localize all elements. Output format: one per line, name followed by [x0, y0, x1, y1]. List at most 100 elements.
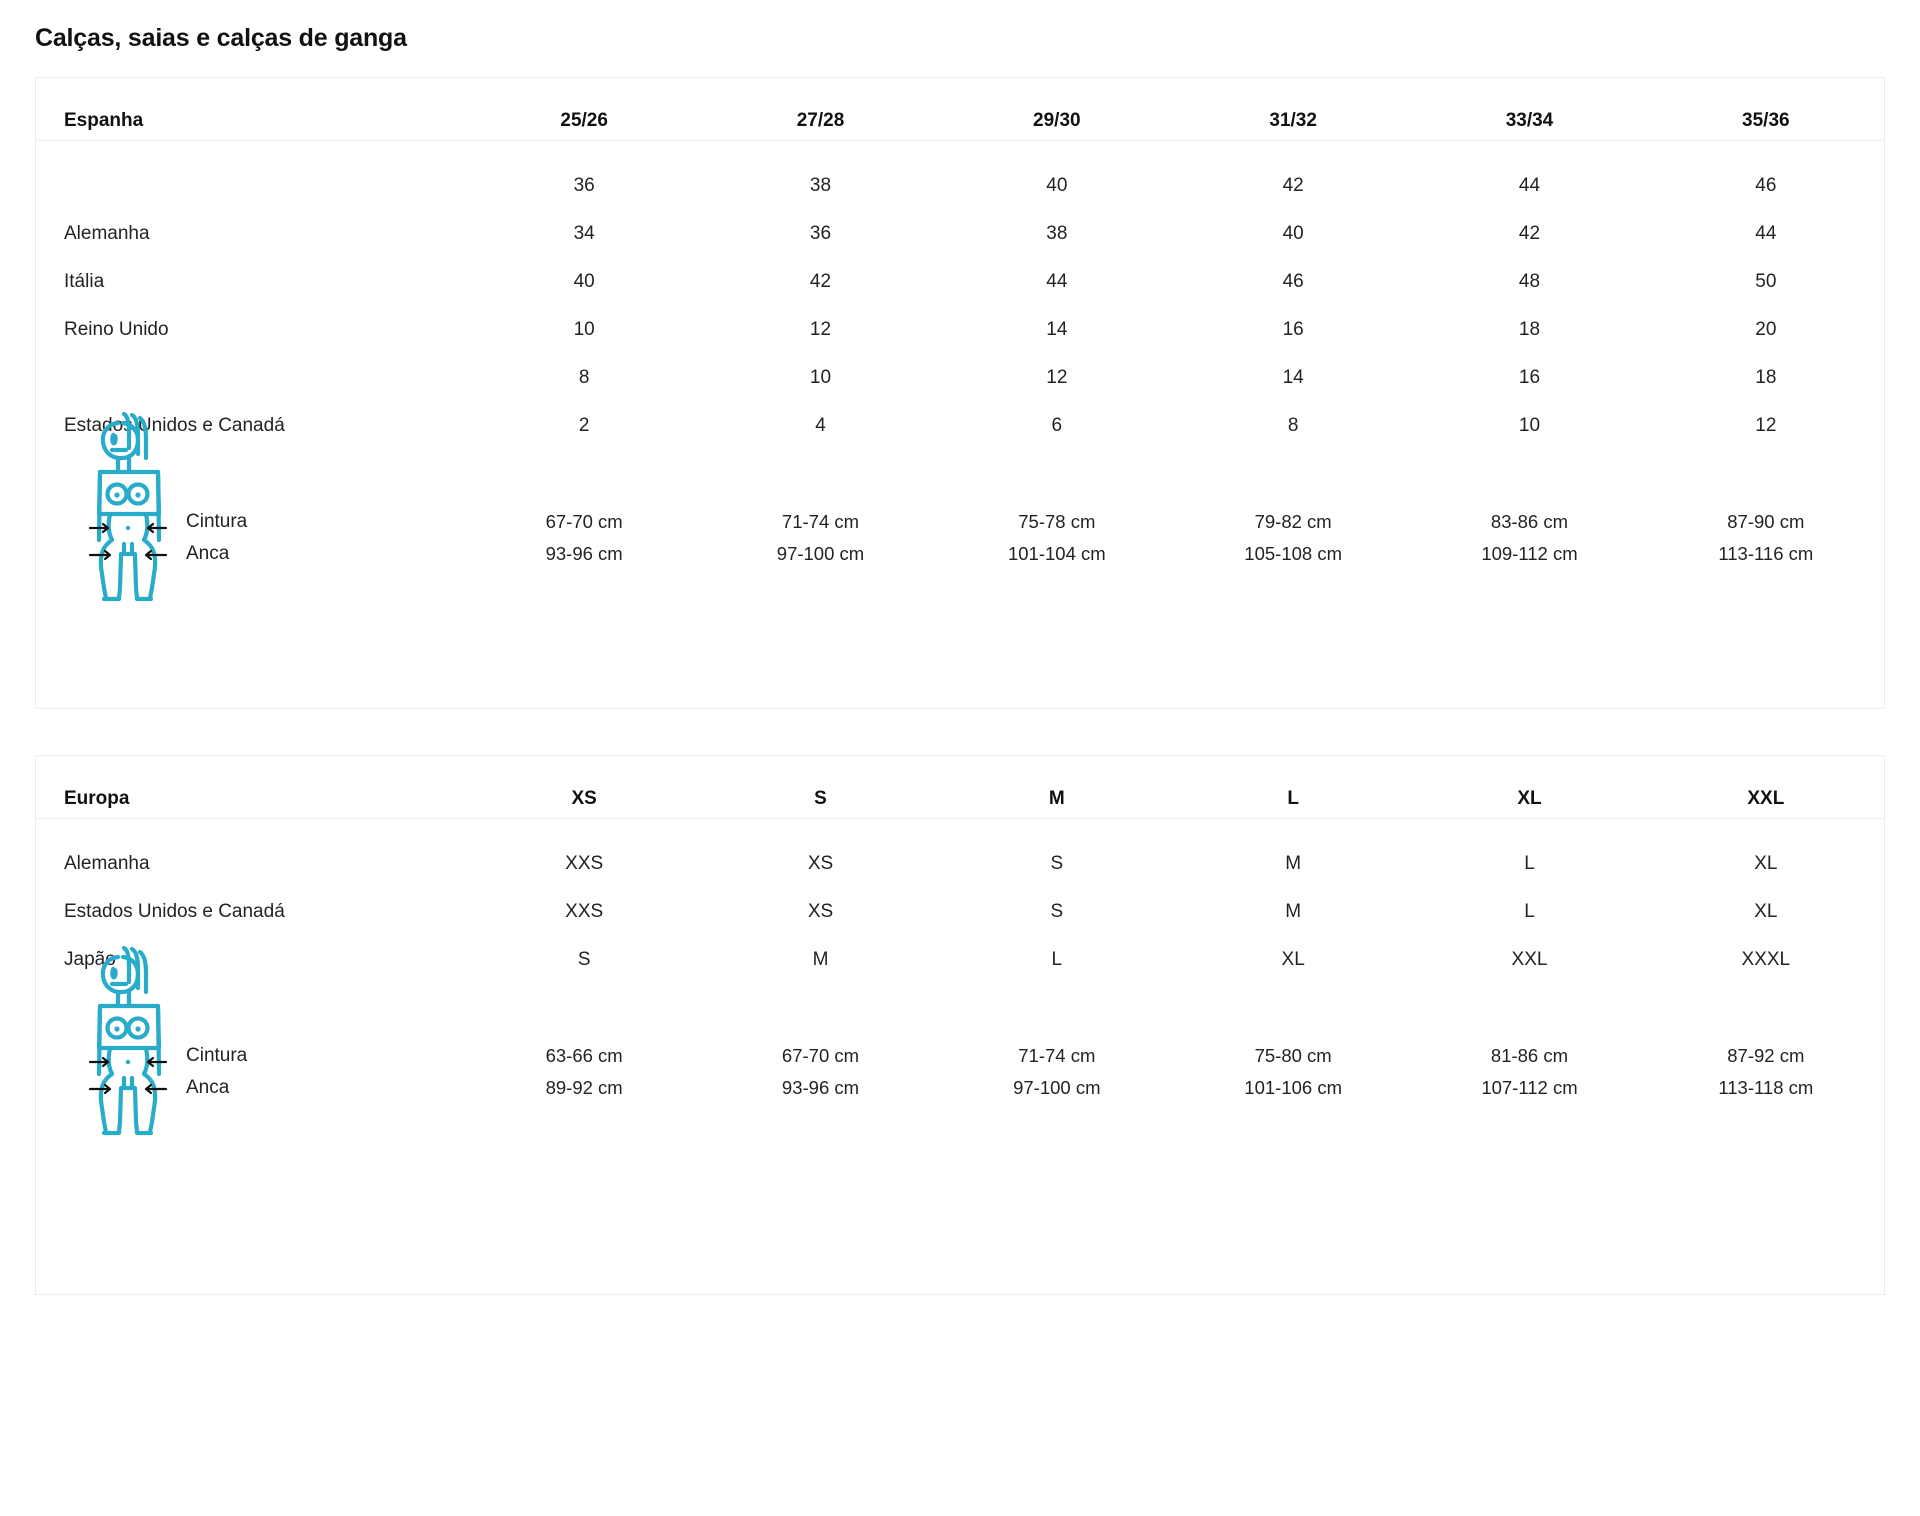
cell: L — [1524, 853, 1535, 874]
header-size-0: 25/26 — [560, 109, 608, 131]
measurement-section-europe: Cintura 63-66 cm 67-70 cm 71-74 cm 75-80… — [36, 945, 1884, 1136]
cell: 10 — [1518, 415, 1541, 436]
header-size-1: S — [814, 787, 827, 809]
cell: 75-80 cm — [1254, 1045, 1332, 1066]
cell: 97-100 cm — [776, 543, 865, 564]
cell: XXL — [1511, 949, 1548, 970]
cell: 8 — [1287, 415, 1299, 436]
header-size-2: M — [1048, 787, 1065, 809]
row-label: Alemanha — [64, 223, 150, 244]
cell: XS — [807, 901, 834, 922]
header-region-label: Espanha — [64, 109, 144, 131]
measurement-label-waist: Cintura — [186, 511, 248, 532]
cell: XL — [1754, 901, 1778, 922]
table-row: Estados Unidos e Canadá XXS XS S M L XL — [36, 888, 1884, 936]
cell: 16 — [1518, 367, 1541, 388]
table-row: 36 38 40 42 44 46 — [36, 162, 1884, 210]
header-size-1: 27/28 — [796, 109, 845, 131]
cell: 113-118 cm — [1718, 1077, 1814, 1098]
header-size-0: XS — [571, 787, 597, 809]
size-table-card-europe: Europa XS S M L XL XXL Alemanha XXS XS S… — [35, 755, 1885, 1295]
cell: 36 — [809, 223, 832, 244]
cell: 40 — [1046, 175, 1068, 196]
size-table-card-spain: Espanha 25/26 27/28 29/30 31/32 33/34 35… — [35, 77, 1885, 709]
cell: 87-92 cm — [1727, 1045, 1805, 1066]
cell: 18 — [1518, 319, 1541, 340]
cell: M — [1285, 853, 1302, 874]
cell: 12 — [1046, 367, 1068, 388]
cell: 4 — [815, 415, 826, 436]
size-table-spain: Espanha 25/26 27/28 29/30 31/32 33/34 35… — [36, 78, 1884, 450]
cell: 18 — [1755, 367, 1777, 388]
cell: 12 — [809, 319, 832, 340]
cell: 14 — [1046, 319, 1068, 340]
cell: 36 — [573, 175, 595, 196]
cell: XXS — [565, 853, 604, 874]
cell: 44 — [1046, 271, 1068, 292]
header-size-2: 29/30 — [1033, 109, 1081, 131]
cell: 14 — [1282, 367, 1304, 388]
cell: 97-100 cm — [1013, 1077, 1101, 1098]
cell: 16 — [1282, 319, 1304, 340]
row-label: Itália — [64, 271, 105, 292]
header-size-5: XXL — [1747, 787, 1785, 809]
table-body: Alemanha XXS XS S M L XL Estados Unidos … — [36, 818, 1884, 984]
cell: 50 — [1755, 271, 1777, 292]
cell: XL — [1281, 949, 1305, 970]
cell: 10 — [573, 319, 595, 340]
cell: 42 — [809, 271, 832, 292]
measurement-label-waist: Cintura — [186, 1045, 248, 1066]
header-size-3: L — [1287, 787, 1299, 809]
table-header: Espanha 25/26 27/28 29/30 31/32 33/34 35… — [36, 78, 1884, 140]
measurement-label-hip: Anca — [186, 1077, 230, 1098]
measurement-row-waist: Cintura 63-66 cm 67-70 cm 71-74 cm 75-80… — [36, 1040, 1884, 1072]
cell: 87-90 cm — [1727, 511, 1805, 532]
header-size-4: 33/34 — [1505, 109, 1554, 131]
table-row: 8 10 12 14 16 18 — [36, 354, 1884, 402]
cell: 20 — [1755, 319, 1777, 340]
cell: 10 — [809, 367, 832, 388]
cell: S — [1050, 853, 1064, 874]
cell: 6 — [1051, 415, 1063, 436]
cell: 89-92 cm — [545, 1077, 623, 1098]
cell: 101-106 cm — [1244, 1077, 1342, 1098]
row-label: Alemanha — [64, 853, 150, 874]
cell: 67-70 cm — [545, 511, 623, 532]
cell: XS — [807, 853, 834, 874]
section-spacer — [36, 450, 1884, 506]
table-row: Alemanha 34 36 38 40 42 44 — [36, 210, 1884, 258]
cell: 2 — [578, 415, 590, 436]
cell: 8 — [578, 367, 590, 388]
cell: 12 — [1755, 415, 1777, 436]
measurement-table-spain: Cintura 67-70 cm 71-74 cm 75-78 cm 79-82… — [36, 506, 1884, 570]
cell: 107-112 cm — [1481, 1077, 1578, 1098]
cell: L — [1524, 901, 1535, 922]
row-label: Estados Unidos e Canadá — [64, 901, 285, 922]
table-row: Japão S M L XL XXL XXXL — [36, 936, 1884, 984]
cell: 42 — [1518, 223, 1541, 244]
cell: 75-78 cm — [1018, 511, 1096, 532]
table-spacer-row — [36, 818, 1884, 840]
header-region-label: Europa — [64, 787, 130, 809]
cell: M — [1285, 901, 1302, 922]
table-row: Reino Unido 10 12 14 16 18 20 — [36, 306, 1884, 354]
header-size-5: 35/36 — [1742, 109, 1790, 131]
row-label: Reino Unido — [64, 319, 169, 340]
cell: 71-74 cm — [1018, 1045, 1096, 1066]
cell: 38 — [809, 175, 832, 196]
measurement-row-hip: Anca 93-96 cm 97-100 cm 101-104 cm 105-1… — [36, 538, 1884, 570]
row-label — [36, 162, 466, 210]
cell: 63-66 cm — [545, 1045, 623, 1066]
measurement-label-hip: Anca — [186, 543, 230, 564]
cell: 113-116 cm — [1718, 543, 1814, 564]
table-row: Itália 40 42 44 46 48 50 — [36, 258, 1884, 306]
cell: 109-112 cm — [1481, 543, 1578, 564]
table-row: Estados Unidos e Canadá 2 4 6 8 10 12 — [36, 402, 1884, 450]
cell: 38 — [1046, 223, 1068, 244]
cell: 105-108 cm — [1244, 543, 1342, 564]
cell: 48 — [1518, 271, 1541, 292]
row-label — [36, 354, 466, 402]
cell: M — [812, 949, 829, 970]
cell: 71-74 cm — [781, 511, 860, 532]
